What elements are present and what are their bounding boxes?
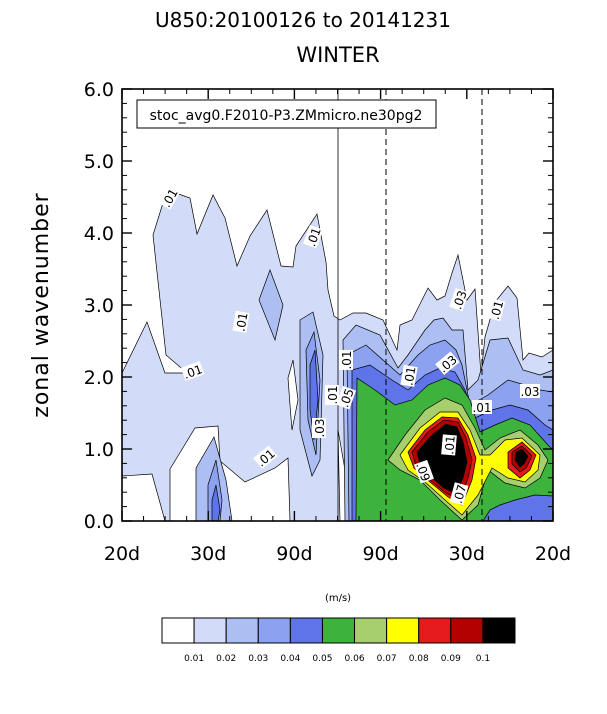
contour-label: .01 (303, 224, 324, 249)
contour-label-bg (400, 364, 418, 387)
contour-label-text: .01 (304, 226, 324, 249)
colorbar-label: 0.05 (312, 654, 332, 664)
x-tick-label: 30d (190, 543, 226, 565)
contour-label-text: .01 (326, 385, 340, 404)
contour-label-text: .05 (337, 387, 357, 410)
x-tick-label: 20d (104, 543, 140, 565)
contour-label-text: .03 (520, 385, 539, 399)
contour-label-bg (158, 185, 181, 210)
contour-label: .03 (449, 287, 470, 312)
contour-label-bg (441, 434, 457, 456)
contour-label-bg (449, 287, 470, 312)
contour-label: .09 (413, 459, 434, 484)
contour-label: .03 (312, 418, 327, 438)
x-tick-label: 90d (276, 543, 312, 565)
contour-label-bg (180, 361, 205, 382)
contour-label-bg (312, 418, 326, 438)
contour-label-text: .01 (340, 350, 354, 369)
colorbar-box (450, 617, 484, 644)
contour-label-text: .01 (472, 401, 491, 415)
contour-label-bg (253, 445, 278, 470)
x-tick-label: 90d (362, 543, 398, 565)
y-tick-label: 1.0 (84, 439, 114, 461)
colorbar-label: 0.03 (248, 654, 268, 664)
colorbar-box (289, 617, 323, 644)
colorbar-box (321, 617, 356, 644)
contour-label-bg (472, 400, 492, 414)
contour-label: .05 (336, 385, 357, 410)
chart-subtitle: WINTER (296, 43, 379, 67)
plot-area: .01.01.01.01.01.03.01.01.05.01.03.01.01.… (121, 88, 554, 522)
contour-label-text: .03 (450, 289, 470, 312)
colorbar-label: 0.09 (441, 654, 461, 664)
contour-label: .01 (325, 385, 340, 405)
y-axis: 0.0 1.0 2.0 3.0 4.0 5.0 6.0 (84, 79, 553, 533)
y-tick-label: 4.0 (84, 223, 114, 245)
contour-label: .01 (180, 361, 205, 382)
contour-label-text: .01 (442, 435, 458, 455)
y-tick-label: 3.0 (84, 295, 114, 317)
contour-label-bg (413, 459, 434, 484)
y-tick-label: 6.0 (84, 79, 114, 101)
contour-label: .01 (232, 310, 251, 333)
y-tick-label: 5.0 (84, 151, 114, 173)
colorbar-label: 0.04 (280, 654, 300, 664)
units-label: (m/s) (325, 593, 351, 604)
contour-label-bg (325, 385, 339, 405)
colorbar-label: 0.02 (216, 654, 236, 664)
colorbar-box (193, 617, 227, 644)
colorbar-label: 0.1 (476, 654, 490, 664)
case-label-box: stoc_avg0.F2010-P3.ZMmicro.ne30pg2 (136, 99, 437, 129)
contour-label: .07 (449, 482, 469, 506)
colorbar-box (225, 617, 259, 644)
contour-label-bg (435, 351, 460, 376)
colorbar-label: 0.08 (409, 654, 429, 664)
colorbar-labels: 0.01 0.02 0.03 0.04 0.05 0.06 0.07 0.08 0.09 0.1 (184, 654, 490, 664)
contour-label-bg (336, 385, 357, 410)
contour-label: .01 (400, 364, 419, 387)
contour-label: .01 (339, 350, 354, 370)
x-axis: 20d 30d 90d 90d 30d 20d (104, 89, 571, 565)
contour-label: .01 (441, 434, 458, 456)
contour-label-bg (232, 310, 250, 333)
colorbar-label: 0.06 (345, 654, 365, 664)
colorbar-box (257, 617, 291, 644)
colorbar-box (161, 617, 195, 644)
colorbar-label: 0.07 (377, 654, 397, 664)
contour-hole-3 (287, 359, 299, 431)
contour-label-bg (303, 224, 324, 249)
contour-label-text: .03 (313, 418, 327, 437)
y-tick-label: 2.0 (84, 367, 114, 389)
contour-label-text: .01 (233, 311, 250, 332)
contour-label-bg (486, 298, 506, 322)
contour-label: .01 (472, 400, 492, 415)
contour-label-text: .01 (401, 365, 418, 386)
contour-labels: .01.01.01.01.01.03.01.01.05.01.03.01.01.… (158, 185, 540, 506)
contour-fill-level-4c (211, 484, 221, 522)
contour-label-bg (339, 350, 353, 370)
x-tick-label: 20d (535, 543, 571, 565)
colorbar (161, 617, 516, 644)
contour-label-text: .01 (182, 362, 205, 382)
contour-label: .01 (486, 298, 506, 322)
colorbar-box (354, 617, 388, 644)
x-tick-label: 30d (449, 543, 485, 565)
colorbar-box (386, 617, 420, 644)
colorbar-box (482, 617, 516, 644)
y-axis-title: zonal wavenumber (29, 192, 54, 417)
colorbar-label: 0.01 (184, 654, 204, 664)
chart-title: U850:20100126 to 20141231 (155, 8, 451, 32)
contour-label: .03 (520, 384, 540, 399)
contour-label-text: .01 (488, 299, 506, 321)
contour-fill-level-2b (258, 268, 284, 342)
contour-label-bg (520, 384, 540, 398)
case-label-text: stoc_avg0.F2010-P3.ZMmicro.ne30pg2 (150, 108, 423, 124)
contour-label-bg (449, 482, 469, 506)
contour-label-text: .09 (413, 461, 433, 484)
y-tick-label: 0.0 (84, 511, 114, 533)
colorbar-box (418, 617, 452, 644)
contour-label-text: .07 (451, 483, 469, 505)
